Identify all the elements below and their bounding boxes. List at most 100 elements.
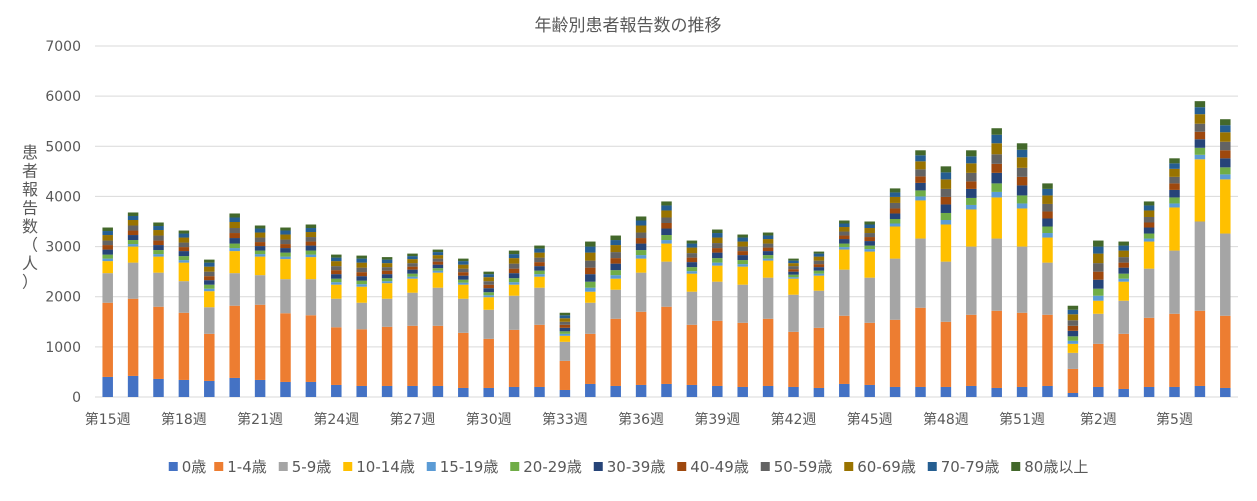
bar-segment-10-42 bbox=[1169, 163, 1180, 169]
bar-segment-1-34 bbox=[966, 314, 977, 386]
bar-segment-4-44 bbox=[1220, 174, 1231, 180]
bar-segment-6-18 bbox=[559, 327, 571, 332]
bar-segment-3-8 bbox=[305, 257, 317, 280]
bar-segment-7-26 bbox=[762, 247, 774, 252]
bar-segment-9-0 bbox=[102, 235, 113, 241]
bar-segment-6-3 bbox=[178, 251, 190, 257]
bar-segment-5-11 bbox=[381, 278, 393, 282]
bar-segment-3-30 bbox=[864, 251, 875, 278]
bar-segment-9-41 bbox=[1143, 210, 1155, 217]
bar-segment-2-1 bbox=[127, 262, 139, 299]
bar-segment-2-29 bbox=[839, 269, 850, 316]
bar-segment-10-5 bbox=[229, 217, 240, 223]
bar-segment-0-15 bbox=[483, 387, 494, 397]
bar-segment-6-14 bbox=[458, 275, 469, 280]
bar-segment-5-32 bbox=[915, 190, 926, 197]
bar-segment-8-11 bbox=[381, 267, 393, 271]
bar-segment-2-2 bbox=[153, 272, 164, 307]
bar-segment-11-36 bbox=[1016, 143, 1028, 150]
y-tick-label: 7000 bbox=[45, 39, 81, 55]
bar-segment-6-42 bbox=[1169, 189, 1180, 198]
bar-segment-0-3 bbox=[178, 379, 190, 397]
bar-segment-11-23 bbox=[686, 240, 698, 244]
bar-segment-2-32 bbox=[915, 238, 926, 308]
bar-segment-5-6 bbox=[254, 250, 266, 255]
bar-segment-3-11 bbox=[381, 283, 393, 299]
bar-segment-11-7 bbox=[280, 227, 291, 231]
bar-segment-1-3 bbox=[178, 312, 190, 380]
y-tick-label: 1000 bbox=[45, 340, 81, 356]
bar-segment-2-0 bbox=[102, 273, 113, 303]
bar-segment-7-6 bbox=[254, 242, 266, 247]
legend-swatch bbox=[927, 462, 937, 471]
bar-segment-3-15 bbox=[483, 297, 494, 310]
bar-segment-7-24 bbox=[712, 248, 723, 253]
bar-segment-2-6 bbox=[254, 275, 266, 305]
bar-segment-5-19 bbox=[585, 281, 596, 288]
bar-segment-7-29 bbox=[839, 235, 850, 240]
bar-segment-3-21 bbox=[635, 258, 647, 273]
bar-segment-11-35 bbox=[991, 128, 1002, 135]
bar-segment-1-36 bbox=[1016, 312, 1028, 387]
bar-segment-3-6 bbox=[254, 256, 266, 276]
legend-label: 15-19歳 bbox=[440, 458, 499, 476]
bar-segment-3-37 bbox=[1042, 237, 1053, 263]
bar-segment-7-28 bbox=[813, 264, 825, 268]
y-tick-label: 0 bbox=[72, 390, 81, 406]
bar-segment-6-26 bbox=[762, 251, 774, 256]
bar-segment-7-4 bbox=[204, 276, 215, 281]
bar-segment-3-0 bbox=[102, 261, 113, 274]
bar-segment-5-23 bbox=[686, 267, 698, 272]
bar-segment-8-39 bbox=[1093, 263, 1104, 272]
bar-segment-1-18 bbox=[559, 360, 571, 390]
bar-segment-4-11 bbox=[381, 281, 393, 284]
bar-segment-3-4 bbox=[204, 291, 215, 308]
bar-segment-3-29 bbox=[839, 249, 850, 270]
legend-item: 0歳 bbox=[168, 458, 206, 476]
bar-segment-6-30 bbox=[864, 241, 875, 246]
bar-segment-10-36 bbox=[1016, 149, 1028, 158]
bar-segment-0-0 bbox=[102, 376, 113, 397]
bar-segment-5-18 bbox=[559, 331, 571, 334]
bar-segment-4-26 bbox=[762, 258, 774, 261]
bar-segment-3-18 bbox=[559, 335, 571, 342]
bar-segment-11-30 bbox=[864, 221, 875, 225]
bar-segment-7-39 bbox=[1093, 271, 1104, 280]
bar-segment-7-1 bbox=[127, 230, 139, 236]
bar-segment-0-13 bbox=[432, 385, 444, 397]
bar-segment-2-24 bbox=[712, 281, 723, 321]
bar-segment-11-2 bbox=[153, 222, 164, 227]
legend-item: 10-14歳 bbox=[343, 458, 415, 476]
bar-segment-5-30 bbox=[864, 245, 875, 250]
bar-segment-9-40 bbox=[1118, 250, 1129, 258]
bar-segment-11-27 bbox=[788, 258, 799, 261]
bar-segment-11-14 bbox=[458, 258, 469, 262]
bar-segment-4-6 bbox=[254, 254, 266, 257]
bar-segment-4-34 bbox=[966, 204, 977, 210]
bar-segment-2-19 bbox=[585, 302, 596, 334]
bar-segment-0-36 bbox=[1016, 386, 1028, 397]
bar-segment-9-37 bbox=[1042, 195, 1053, 204]
bar-segment-8-1 bbox=[127, 225, 139, 231]
bar-segment-11-10 bbox=[356, 255, 367, 259]
bar-segment-5-39 bbox=[1093, 288, 1104, 296]
bar-segment-1-21 bbox=[635, 311, 647, 385]
bar-segment-2-43 bbox=[1194, 221, 1206, 311]
x-tick-label: 第24週 bbox=[313, 411, 359, 428]
bar-segment-10-7 bbox=[280, 230, 291, 235]
bar-segment-4-33 bbox=[940, 219, 952, 225]
bar-segment-8-15 bbox=[483, 281, 494, 285]
bar-segment-10-44 bbox=[1220, 125, 1231, 133]
bar-segment-5-14 bbox=[458, 279, 469, 283]
bar-segment-0-33 bbox=[940, 386, 952, 397]
bar-segment-8-28 bbox=[813, 260, 825, 265]
bar-segment-11-24 bbox=[712, 229, 723, 234]
bar-segment-9-17 bbox=[534, 252, 545, 258]
bar-segment-1-39 bbox=[1093, 343, 1104, 387]
bar-segment-5-12 bbox=[407, 273, 418, 277]
bar-segment-2-18 bbox=[559, 341, 571, 361]
x-tick-label: 第30週 bbox=[466, 411, 512, 428]
bar-segment-9-2 bbox=[153, 230, 164, 236]
bar-segment-1-7 bbox=[280, 313, 291, 382]
bar-segment-9-21 bbox=[635, 225, 647, 233]
